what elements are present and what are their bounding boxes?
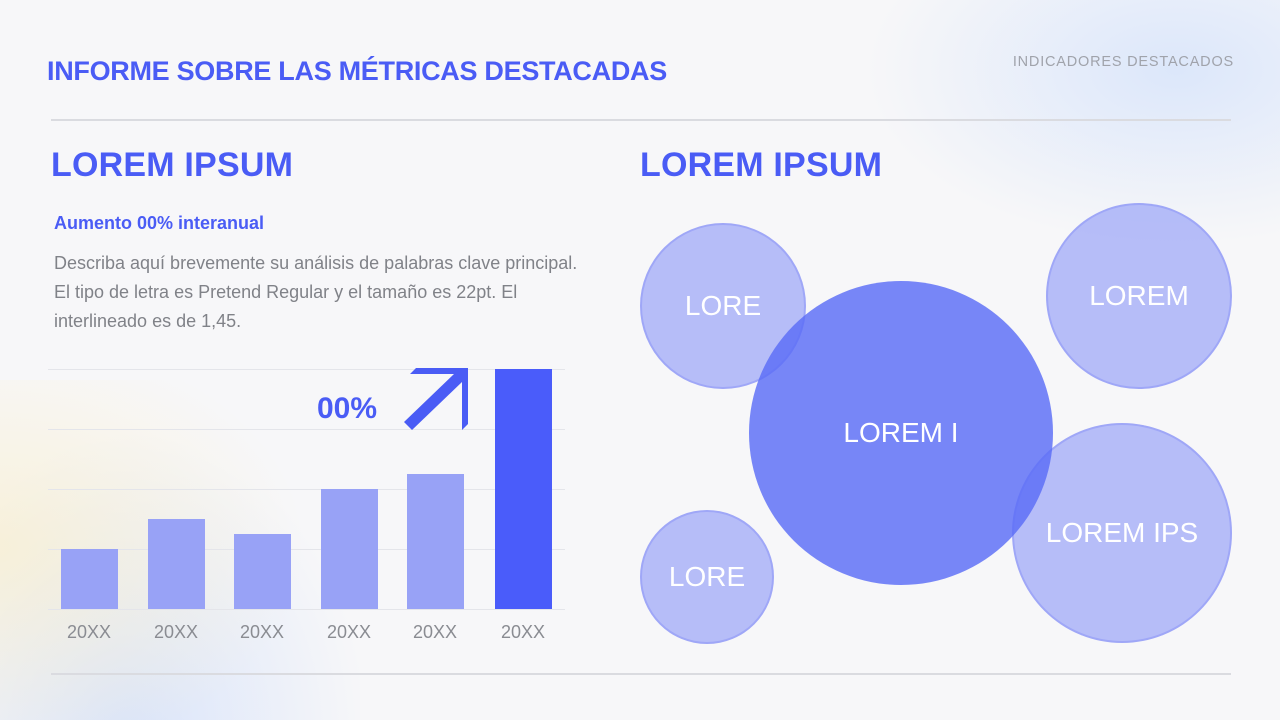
bottom-divider <box>51 673 1231 675</box>
description-text: Describa aquí brevemente su análisis de … <box>54 253 578 331</box>
growth-subtitle: Aumento 00% interanual <box>54 213 265 233</box>
bar <box>234 534 291 609</box>
arrow-up-right-icon <box>404 368 468 430</box>
gridline <box>48 369 565 370</box>
bar <box>495 369 552 609</box>
gridline <box>48 609 565 610</box>
bar <box>61 549 118 609</box>
bar <box>407 474 464 609</box>
header-label: INDICADORES DESTACADOS <box>1012 54 1234 70</box>
bar-axis-label: 20XX <box>500 622 546 642</box>
bubble-label: LOREM I <box>843 417 959 448</box>
left-section-title: LOREM IPSUM <box>51 146 294 184</box>
bar <box>321 489 378 609</box>
gridline <box>48 489 565 490</box>
bubble-label: LOREM IPS <box>1045 517 1199 548</box>
gridline <box>48 549 565 550</box>
bubble-main: LOREM I <box>749 281 1053 585</box>
bubble: LOREM <box>1046 203 1232 389</box>
background-glow-right <box>840 0 1280 260</box>
bubble-label: LORE <box>668 561 746 592</box>
right-section-title: LOREM IPSUM <box>640 146 883 184</box>
growth-percent-label: 00% <box>317 392 378 425</box>
page-title: INFORME SOBRE LAS MÉTRICAS DESTACADAS <box>47 56 667 86</box>
bubble: LORE <box>640 510 774 644</box>
bar <box>148 519 205 609</box>
bubble-label: LORE <box>684 290 762 321</box>
bar-axis-label: 20XX <box>153 622 199 642</box>
bar-axis-label: 20XX <box>326 622 372 642</box>
bar-axis-label: 20XX <box>412 622 458 642</box>
gridline <box>48 429 565 430</box>
bar-axis-label: 20XX <box>66 622 112 642</box>
bubble-label: LOREM <box>1089 280 1189 311</box>
top-divider <box>51 119 1231 121</box>
bar-axis-label: 20XX <box>239 622 285 642</box>
